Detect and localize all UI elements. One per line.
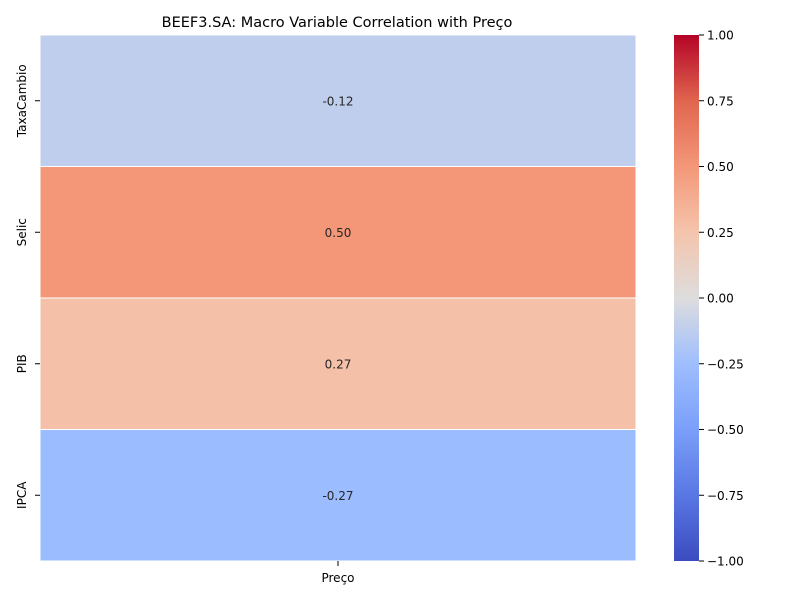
- colorbar-tick-label: −1.00: [707, 555, 744, 569]
- colorbar-tick-labels: 1.00 0.75 0.50 0.25 0.00 −0.25 −0.50 −0.75 −1.00: [699, 29, 744, 569]
- row-tick-label: Selic: [15, 218, 29, 246]
- colorbar-tick-label: −0.25: [707, 357, 744, 371]
- colorbar: [674, 35, 699, 561]
- colorbar-tick-label: −0.75: [707, 489, 744, 503]
- heatmap-cells: -0.12 0.50 0.27 -0.27: [39, 34, 637, 562]
- heatmap-cell: [39, 297, 637, 430]
- cell-value-label: 0.50: [325, 226, 352, 240]
- colorbar-gradient: [674, 35, 699, 561]
- colorbar-tick-label: −0.50: [707, 423, 744, 437]
- column-tick-label: Preço: [321, 571, 354, 585]
- cell-value-label: -0.12: [322, 94, 353, 108]
- row-tick-label: TaxaCambio: [15, 64, 29, 138]
- chart-title: BEEF3.SA: Macro Variable Correlation wit…: [162, 15, 513, 31]
- heatmap-cell: [39, 429, 637, 562]
- row-tick-label: PIB: [15, 354, 29, 373]
- heatmap-cell: [39, 34, 637, 167]
- colorbar-tick-label: 1.00: [707, 29, 734, 43]
- row-tick-labels: TaxaCambio Selic PIB IPCA: [15, 64, 40, 509]
- colorbar-tick-label: 0.75: [707, 94, 734, 108]
- cell-value-label: -0.27: [322, 489, 353, 503]
- column-tick-labels: Preço: [321, 561, 355, 585]
- heatmap-cell: [39, 166, 637, 299]
- colorbar-tick-label: 0.25: [707, 226, 734, 240]
- row-tick-label: IPCA: [15, 481, 29, 509]
- cell-value-label: 0.27: [325, 357, 352, 371]
- colorbar-tick-label: 0.50: [707, 160, 734, 174]
- colorbar-tick-label: 0.00: [707, 292, 734, 306]
